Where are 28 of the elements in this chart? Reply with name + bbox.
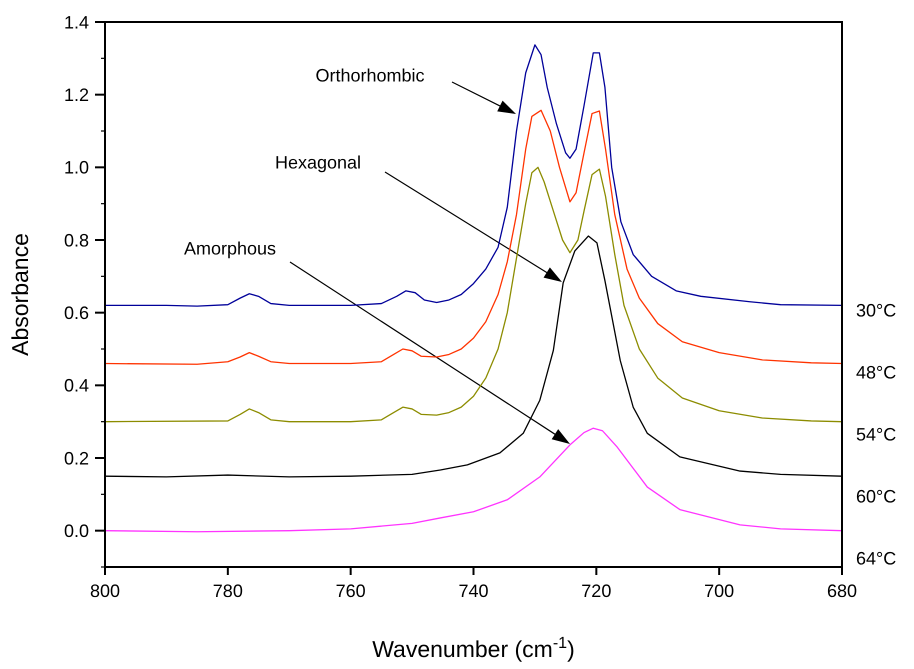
x-tick-label: 680 [826,581,858,601]
y-tick-label: 0.8 [64,230,89,250]
text: 0.0 [64,520,89,541]
x-tick-label: 800 [90,581,120,601]
x-tick-label: 720 [581,581,612,601]
x-tick-label: 780 [212,581,243,601]
series-label: 30°C [856,300,896,321]
line-series [104,44,843,307]
x-tick-label: 700 [704,581,734,601]
x-tick-label: 740 [458,581,489,601]
annotation: Amorphous [184,238,276,258]
annotation: Hexagonal [274,152,362,172]
series-label: 48°C [856,362,896,383]
x-tick-label: 760 [336,581,366,601]
series-label: 54°C [856,424,896,445]
line-series [104,428,843,532]
y-axis-title: Absorbance [7,233,33,356]
series-label: 60°C [856,486,896,507]
y-tick-label: 0.6 [64,302,89,323]
y-tick-label: 1.4 [64,12,89,32]
x-axis-title: Wavenumber (cm$^{-1}$) [372,634,575,662]
text: 1.0 [64,158,89,178]
annotation: Orthorhombic [315,65,425,86]
y-tick-label: 0.2 [64,448,89,468]
series-label: 64°C [856,548,896,569]
y-tick-label: 0.4 [64,376,89,396]
y-tick-label: 1.2 [64,84,89,105]
line-series [104,110,843,365]
